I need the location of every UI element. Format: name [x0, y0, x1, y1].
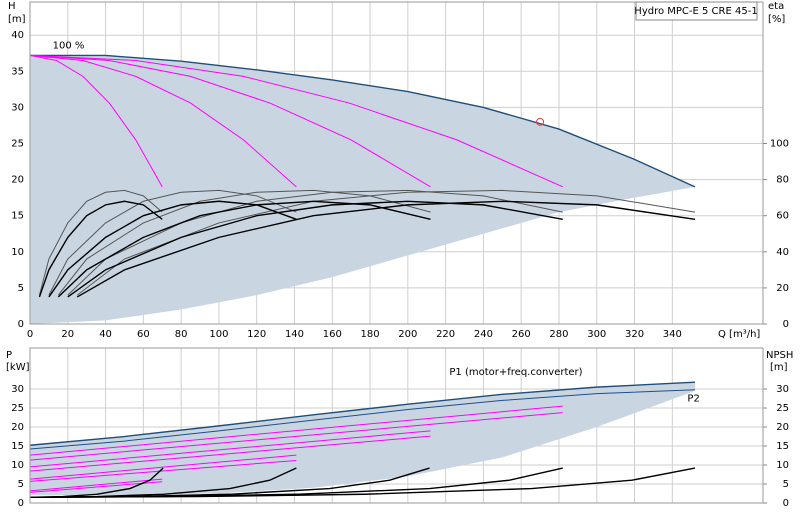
curve — [67, 189, 563, 296]
y-axis-unit: [kW] — [6, 362, 30, 373]
x-tick-label: 260 — [512, 329, 531, 340]
chart-title: Hydro MPC-E 5 CRE 45-1 — [634, 6, 757, 17]
y2-axis-unit: [%] — [768, 14, 785, 25]
y-tick-label: 15 — [11, 441, 24, 452]
y-tick-label: 10 — [11, 247, 24, 258]
curve — [29, 412, 563, 461]
y-axis-label: H — [8, 1, 16, 12]
curve — [29, 54, 431, 188]
y-tick-label: 0 — [18, 498, 24, 509]
x-tick-label: 100 — [209, 329, 228, 340]
y-axis-label: P — [6, 350, 12, 361]
curve — [29, 478, 163, 492]
x-tick-label: 160 — [323, 329, 342, 340]
y-tick-label: 40 — [11, 30, 24, 41]
curve — [29, 467, 696, 499]
y-tick-label: 20 — [11, 422, 24, 433]
y2-tick-label: 30 — [776, 384, 789, 395]
curve — [76, 200, 696, 298]
x-axis-label: Q [m³/h] — [718, 329, 760, 340]
y2-tick-label: 20 — [776, 283, 789, 294]
curve — [29, 481, 163, 493]
operating-area — [30, 382, 695, 496]
curve — [29, 54, 163, 188]
y-tick-label: 25 — [11, 403, 24, 414]
x-tick-label: 240 — [474, 329, 493, 340]
curve — [48, 189, 297, 296]
y2-tick-label: 10 — [776, 460, 789, 471]
y2-tick-label: 20 — [776, 422, 789, 433]
x-tick-label: 0 — [27, 329, 33, 340]
curve — [67, 200, 563, 298]
y2-tick-label: 5 — [783, 479, 789, 490]
curve — [57, 189, 431, 296]
title-box — [635, 1, 758, 21]
annotation: P1 (motor+freq.converter) — [449, 367, 582, 378]
plot-frame — [29, 1, 764, 325]
x-tick-label: 140 — [285, 329, 304, 340]
y2-tick-label: 0 — [783, 498, 789, 509]
y-tick-label: 30 — [11, 384, 24, 395]
x-tick-label: 120 — [247, 329, 266, 340]
y2-tick-label: 80 — [776, 175, 789, 186]
curve — [38, 200, 163, 298]
y2-tick-label: 25 — [776, 403, 789, 414]
x-tick-label: 200 — [398, 329, 417, 340]
y2-tick-label: 100 — [770, 139, 789, 150]
curve — [29, 454, 297, 480]
y-tick-label: 0 — [18, 319, 24, 330]
x-tick-label: 320 — [625, 329, 644, 340]
x-tick-label: 340 — [663, 329, 682, 340]
curve — [29, 389, 696, 450]
x-tick-label: 180 — [361, 329, 380, 340]
annotation: P2 — [687, 394, 699, 405]
y-tick-label: 15 — [11, 211, 24, 222]
curve — [76, 189, 696, 296]
y2-axis-label: eta — [768, 1, 784, 12]
x-tick-label: 300 — [587, 329, 606, 340]
y2-tick-label: 0 — [783, 319, 789, 330]
annotation: 100 % — [53, 40, 85, 51]
y-tick-label: 10 — [11, 460, 24, 471]
duty-point — [536, 117, 545, 126]
y-tick-label: 20 — [11, 175, 24, 186]
x-tick-label: 60 — [137, 329, 150, 340]
curve — [29, 430, 431, 468]
curve — [29, 459, 297, 482]
x-tick-label: 80 — [175, 329, 188, 340]
y-axis-unit: [m] — [8, 14, 26, 25]
x-tick-label: 40 — [99, 329, 112, 340]
curve — [38, 189, 163, 296]
operating-area — [30, 55, 695, 324]
x-tick-label: 20 — [61, 329, 74, 340]
y-tick-label: 30 — [11, 102, 24, 113]
y-tick-label: 5 — [18, 283, 24, 294]
y-tick-label: 25 — [11, 139, 24, 150]
y2-tick-label: 40 — [776, 247, 789, 258]
plot-frame — [29, 347, 764, 504]
y-tick-label: 5 — [18, 479, 24, 490]
y2-tick-label: 60 — [776, 211, 789, 222]
curve — [57, 200, 431, 298]
curve — [48, 200, 297, 298]
max-curve — [30, 54, 696, 188]
curve — [29, 54, 563, 188]
x-tick-label: 280 — [549, 329, 568, 340]
curve — [29, 54, 297, 188]
x-tick-label: 220 — [436, 329, 455, 340]
max-curve — [29, 381, 696, 446]
curve — [29, 405, 563, 456]
curve — [29, 435, 431, 472]
y2-tick-label: 15 — [776, 441, 789, 452]
y2-axis-unit: [m] — [770, 362, 788, 373]
y2-axis-label: NPSH — [766, 350, 793, 361]
y-tick-label: 35 — [11, 66, 24, 77]
